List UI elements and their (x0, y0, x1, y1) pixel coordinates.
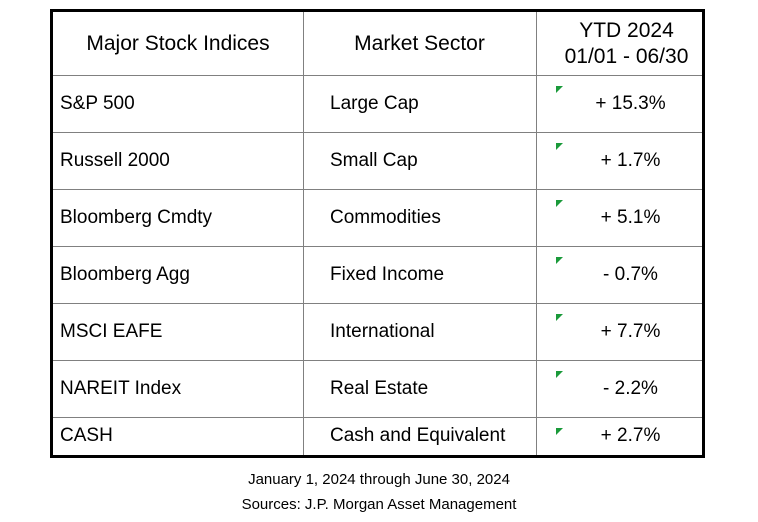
footer-date-range: January 1, 2024 through June 30, 2024 (248, 471, 510, 488)
row-divider (53, 246, 702, 247)
cell-indicator (556, 86, 563, 93)
cell-indicator (556, 428, 563, 435)
index-name: CASH (60, 425, 113, 446)
ytd-return: + 5.1% (600, 206, 661, 228)
index-name: Russell 2000 (60, 149, 170, 171)
column-header: Major Stock Indices (86, 31, 270, 55)
market-sector: Cash and Equivalent (330, 425, 506, 446)
column-header: YTD 2024 01/01 - 06/30 (551, 12, 702, 75)
ytd-return: + 2.7% (600, 425, 661, 446)
market-sector: International (330, 320, 435, 342)
column-header: Market Sector (354, 31, 485, 55)
cell-indicator (556, 371, 563, 378)
index-name: Bloomberg Agg (60, 263, 190, 285)
row-divider (53, 360, 702, 361)
row-divider (53, 132, 702, 133)
column-divider (536, 12, 537, 455)
ytd-return: - 0.7% (603, 263, 658, 285)
market-sector: Fixed Income (330, 263, 445, 285)
column-divider (303, 12, 304, 455)
row-divider (53, 189, 702, 190)
index-name: S&P 500 (60, 92, 135, 114)
ytd-return: + 15.3% (595, 92, 666, 114)
index-name: MSCI EAFE (60, 320, 163, 342)
cell-indicator (556, 314, 563, 321)
index-name: Bloomberg Cmdty (60, 206, 213, 228)
row-divider (53, 75, 702, 76)
header-subline: 01/01 - 06/30 (564, 44, 689, 68)
cell-indicator (556, 200, 563, 207)
market-sector: Commodities (330, 206, 441, 228)
row-divider (53, 417, 702, 418)
footer-source: Sources: J.P. Morgan Asset Management (241, 496, 517, 513)
header-line: YTD 2024 (579, 18, 674, 42)
market-sector: Large Cap (330, 92, 419, 114)
indices-table: Major Stock Indices Market Sector YTD 2024… (50, 9, 705, 458)
row-divider (53, 303, 702, 304)
cell-indicator (556, 143, 563, 150)
market-sector: Small Cap (330, 149, 418, 171)
market-sector: Real Estate (330, 377, 429, 399)
cell-indicator (556, 257, 563, 264)
ytd-return: + 7.7% (600, 320, 661, 342)
index-name: NAREIT Index (60, 377, 182, 399)
ytd-return: + 1.7% (600, 149, 661, 171)
ytd-return: - 2.2% (603, 377, 658, 399)
